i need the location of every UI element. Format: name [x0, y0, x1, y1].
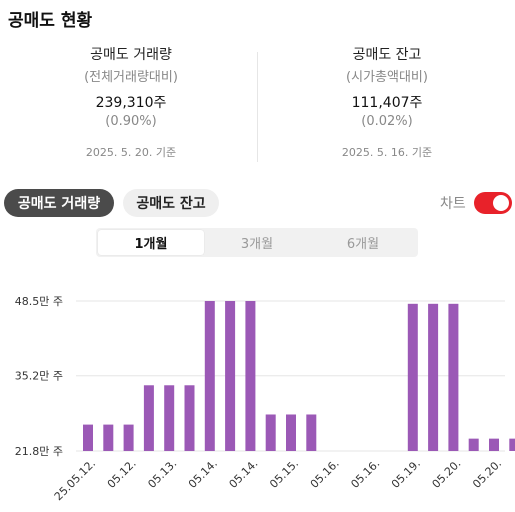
chart-bar[interactable] [164, 385, 175, 451]
tab-short-balance[interactable]: 공매도 잔고 [123, 189, 219, 217]
chart-bar[interactable] [407, 303, 418, 451]
chart-bar[interactable] [225, 301, 236, 451]
chart-bar[interactable] [103, 424, 114, 451]
chart-bar[interactable] [204, 301, 215, 451]
x-tick-label: 05.19. [389, 457, 423, 491]
short-balance-value: 111,407주 [351, 95, 423, 111]
period-1-month[interactable]: 1개월 [98, 230, 204, 255]
short-balance-pct: (0.02%) [361, 114, 413, 129]
chart-bar[interactable] [184, 385, 195, 451]
chart-bar[interactable] [286, 414, 296, 451]
toggle-knob [493, 195, 509, 211]
chart-bar[interactable] [306, 414, 317, 451]
chart-bar[interactable] [245, 301, 256, 451]
x-tick-label: 05.13. [145, 457, 179, 491]
short-volume-stat: 공매도 거래량 (전체거래량대비) 239,310주 (0.90%) 2025.… [6, 44, 256, 160]
y-tick-label: 21.8만 주 [15, 445, 63, 458]
short-balance-label: 공매도 잔고 [352, 47, 422, 63]
short-balance-stat: 공매도 잔고 (시가총액대비) 111,407주 (0.02%) 2025. 5… [262, 44, 512, 160]
stat-divider [257, 52, 258, 162]
short-volume-chart: 48.5만 주35.2만 주21.8만 주25.05.12. 05.12. 05.1… [15, 295, 515, 503]
x-tick-label: 05.16. [308, 457, 342, 491]
x-tick-label: 05.12. [105, 457, 139, 491]
period-3-months[interactable]: 3개월 [240, 237, 274, 252]
chart-bar[interactable] [265, 414, 276, 451]
short-balance-sub: (시가총액대비) [346, 70, 428, 85]
period-6-months[interactable]: 6개월 [346, 237, 380, 252]
chart-bar[interactable] [468, 438, 479, 451]
short-volume-date: 2025. 5. 20. 기준 [85, 146, 177, 159]
x-tick-label: 05.20. [470, 457, 504, 491]
x-tick-label: 05.16. [348, 457, 382, 491]
chart-bar[interactable] [83, 424, 93, 451]
x-tick-label: 25.05.12. [52, 457, 98, 503]
short-volume-pct: (0.90%) [105, 114, 157, 129]
short-volume-label: 공매도 거래량 [90, 47, 172, 63]
x-tick-label: 05.14. [227, 457, 261, 491]
chart-bar[interactable] [143, 385, 154, 451]
y-tick-label: 35.2만 주 [15, 370, 63, 383]
chart-toggle[interactable] [474, 192, 512, 214]
page-title: 공매도 현황 [8, 11, 93, 31]
chart-toggle-label: 차트 [440, 196, 466, 212]
short-balance-date: 2025. 5. 16. 기준 [341, 146, 433, 159]
short-volume-value: 239,310주 [95, 95, 167, 111]
chart-bar[interactable] [123, 424, 134, 451]
chart-bar[interactable] [428, 303, 439, 451]
chart-bar[interactable] [489, 438, 499, 451]
y-tick-label: 48.5만 주 [15, 295, 63, 308]
tab-short-volume[interactable]: 공매도 거래량 [4, 189, 114, 217]
x-tick-label: 05.15. [267, 457, 301, 491]
chart-bar[interactable] [448, 303, 459, 451]
chart-bar[interactable] [509, 438, 515, 451]
x-tick-label: 05.20. [430, 457, 464, 491]
period-selector: 1개월 3개월 6개월 [96, 228, 418, 257]
short-volume-sub: (전체거래량대비) [84, 70, 178, 85]
x-tick-label: 05.14. [186, 457, 220, 491]
